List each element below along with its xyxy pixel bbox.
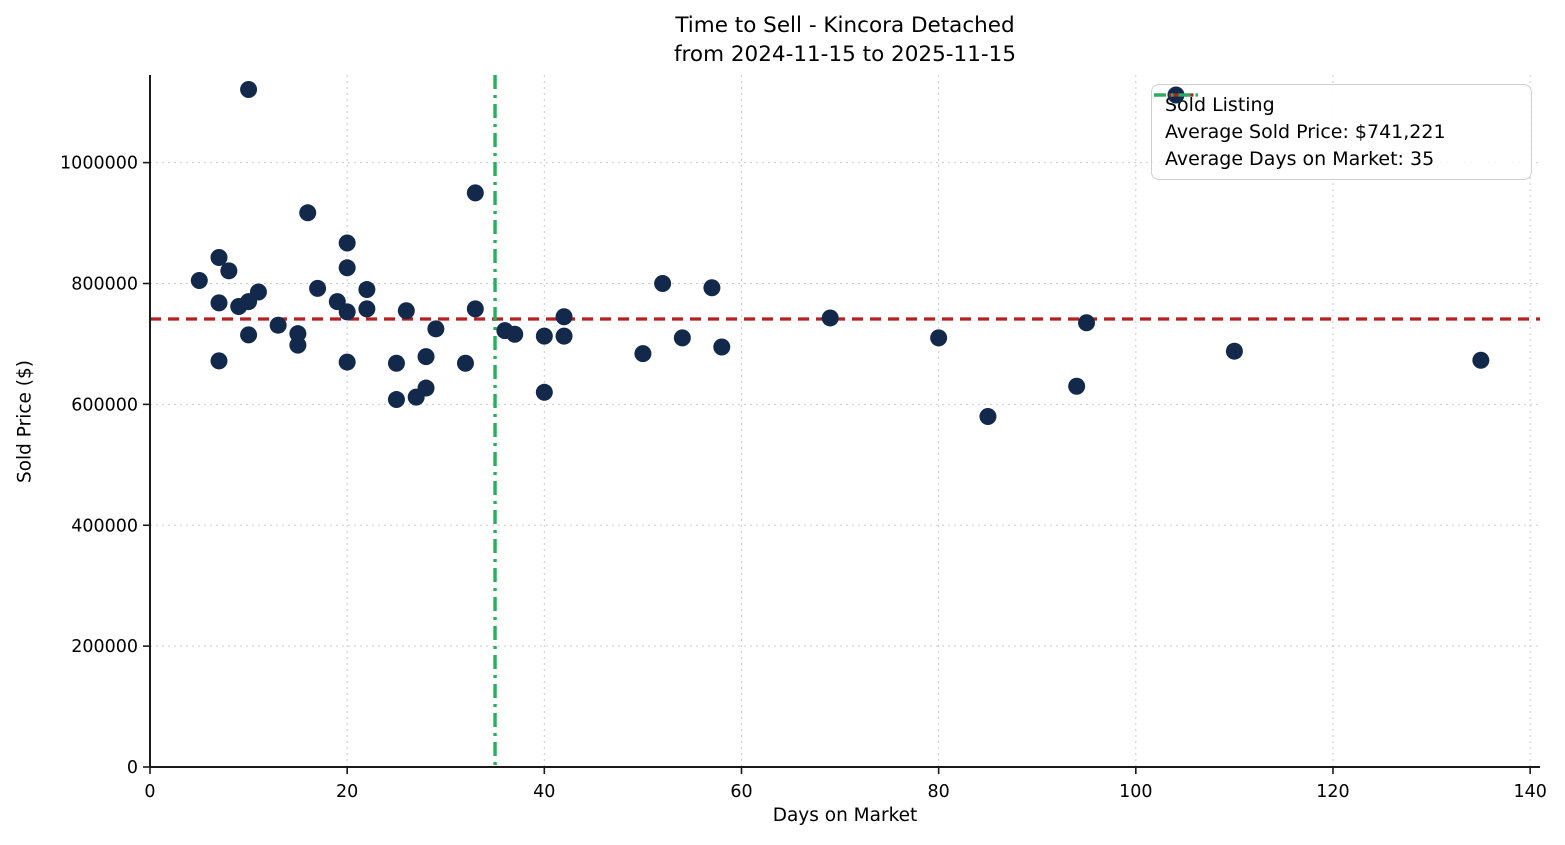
data-point [456, 354, 474, 372]
data-point [210, 249, 228, 267]
chart-title: Time to Sell - Kincora Detached [675, 13, 1015, 38]
data-point [269, 316, 287, 334]
data-point [338, 353, 356, 371]
data-point [979, 407, 997, 425]
data-point [397, 302, 415, 320]
data-point [338, 259, 356, 277]
data-point [220, 262, 238, 280]
chart-subtitle: from 2024-11-15 to 2025-11-15 [673, 42, 1017, 68]
data-point [703, 279, 721, 297]
y-tick-label: 200000 [71, 637, 138, 657]
y-tick-label: 600000 [71, 395, 138, 415]
x-tick-label: 40 [533, 782, 555, 802]
data-point [555, 327, 573, 345]
data-point [358, 281, 376, 299]
x-tick-label: 20 [336, 782, 358, 802]
data-point [713, 338, 731, 356]
legend-item-avg-sold-price: Average Sold Price: $741,221 [1152, 93, 1531, 143]
data-point [1078, 314, 1096, 332]
data-point [210, 294, 228, 312]
data-point [466, 184, 484, 202]
data-point [289, 336, 307, 354]
data-point [210, 352, 228, 370]
data-point [249, 283, 267, 301]
data-point [417, 379, 435, 397]
x-tick-label: 140 [1513, 782, 1546, 802]
data-point [387, 391, 405, 409]
data-point [673, 329, 691, 347]
y-tick-label: 1000000 [60, 154, 138, 174]
data-point [309, 279, 327, 297]
data-point [466, 300, 484, 318]
data-point [654, 275, 672, 293]
y-tick-label: 800000 [71, 275, 138, 295]
legend: Sold Listing Average Sold Price: $741,22… [1151, 84, 1532, 180]
legend-item-sold-listing: Sold Listing [1152, 86, 1531, 117]
legend-label: Average Sold Price: $741,221 [1165, 120, 1446, 143]
x-tick-label: 60 [730, 782, 752, 802]
data-point [1225, 342, 1243, 360]
chart-title-block: Time to Sell - Kincora Detached from 202… [150, 11, 1540, 69]
data-point [634, 345, 652, 363]
avg-days-marker-icon [1154, 93, 1198, 97]
data-point [358, 300, 376, 318]
data-point [821, 309, 839, 327]
data-point [387, 354, 405, 372]
legend-label: Average Days on Market: 35 [1165, 147, 1435, 170]
y-tick-label: 0 [127, 758, 138, 778]
data-point [417, 348, 435, 366]
data-point [1068, 377, 1086, 395]
data-point [299, 204, 317, 222]
data-point [535, 383, 553, 401]
data-point [427, 320, 445, 338]
data-point [535, 327, 553, 345]
data-point [555, 308, 573, 326]
data-point [338, 303, 356, 321]
data-point [930, 329, 948, 347]
data-point [190, 271, 208, 289]
data-point [338, 234, 356, 252]
data-point [240, 326, 258, 344]
data-point [506, 325, 524, 343]
x-tick-label: 0 [144, 782, 155, 802]
x-tick-label: 80 [928, 782, 950, 802]
legend-item-avg-days: Average Days on Market: 35 [1152, 93, 1531, 170]
legend-label: Sold Listing [1165, 94, 1275, 117]
x-tick-label: 120 [1316, 782, 1349, 802]
y-tick-label: 400000 [71, 516, 138, 536]
x-tick-label: 100 [1119, 782, 1152, 802]
y-axis-label: Sold Price ($) [14, 359, 36, 484]
x-axis-label: Days on Market [772, 805, 918, 826]
data-point [1472, 351, 1490, 369]
data-point [240, 81, 258, 99]
